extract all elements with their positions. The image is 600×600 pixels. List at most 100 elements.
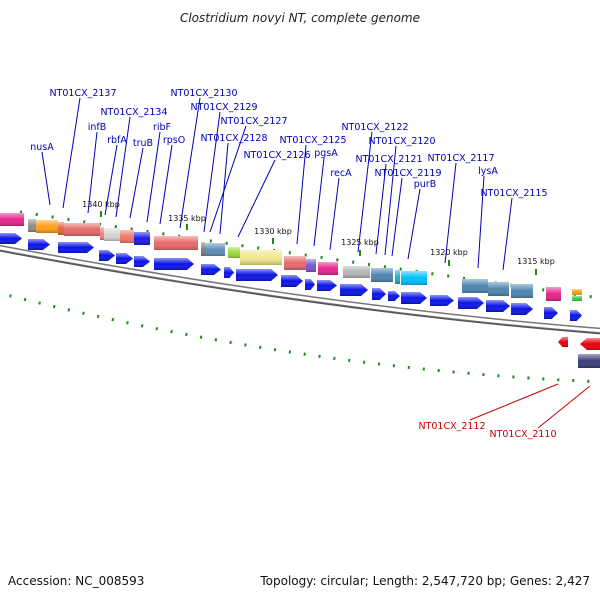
leader-line xyxy=(209,125,247,233)
forward-gene-arrow xyxy=(154,258,194,270)
leader-line xyxy=(219,142,229,235)
gene-label: purB xyxy=(414,179,436,190)
accession-text: Accession: NC_008593 xyxy=(8,574,144,588)
feature-box xyxy=(511,284,533,298)
reverse-gene-arrow xyxy=(580,338,600,350)
leader-line xyxy=(129,147,144,219)
tick-label: 1320 kbp xyxy=(430,248,468,257)
feature-box xyxy=(104,228,120,241)
gene-label: NT01CX_2134 xyxy=(100,107,167,118)
feature-box xyxy=(578,354,600,368)
leader-line xyxy=(87,131,98,214)
feature-box xyxy=(0,213,24,226)
gene-label: NT01CX_2137 xyxy=(49,88,116,99)
forward-gene-arrow xyxy=(388,291,400,301)
feature-box xyxy=(36,220,58,233)
leader-line xyxy=(62,97,81,209)
forward-gene-arrow xyxy=(116,253,133,264)
feature-box xyxy=(28,219,36,232)
feature-box xyxy=(134,232,150,245)
tick-label: 1330 kbp xyxy=(254,227,292,236)
genome-backbone xyxy=(0,244,600,335)
gene-label: NT01CX_2125 xyxy=(279,135,346,146)
forward-gene-arrow xyxy=(430,295,454,306)
forward-gene-arrow xyxy=(458,297,484,309)
gene-arrows xyxy=(0,233,600,350)
feature-box xyxy=(395,270,400,284)
feature-box xyxy=(401,271,427,285)
leader-line xyxy=(115,116,131,218)
gene-label: NT01CX_2127 xyxy=(220,116,287,127)
leader-line xyxy=(477,175,485,269)
gene-label: NT01CX_2112 xyxy=(418,421,485,432)
gene-label: ribF xyxy=(153,122,171,133)
leader-line xyxy=(146,131,161,223)
forward-gene-arrow xyxy=(317,280,337,291)
leader-line xyxy=(313,157,325,247)
forward-gene-arrow xyxy=(544,307,558,319)
feature-box xyxy=(154,236,198,250)
leader-line xyxy=(357,131,373,253)
feature-box xyxy=(546,287,561,301)
forward-gene-arrow xyxy=(28,239,50,250)
gene-label: lysA xyxy=(478,166,498,177)
feature-box xyxy=(64,223,100,236)
leader-line xyxy=(329,177,340,251)
feature-box xyxy=(318,262,338,275)
feature-box xyxy=(371,268,393,282)
gene-label: truB xyxy=(133,138,153,149)
leader-line xyxy=(375,163,387,255)
gene-label: NT01CX_2110 xyxy=(489,429,556,440)
gene-label: NT01CX_2121 xyxy=(355,154,422,165)
leader-line xyxy=(296,144,307,245)
gene-label: recA xyxy=(330,168,352,179)
tick-label: 1335 kbp xyxy=(168,214,206,223)
gene-label: NT01CX_2120 xyxy=(368,136,435,147)
forward-gene-arrow xyxy=(58,242,94,253)
feature-box xyxy=(201,242,205,256)
gene-label: NT01CX_2122 xyxy=(341,122,408,133)
feature-box xyxy=(284,256,306,270)
tick-label: 1340 kbp xyxy=(82,200,120,209)
gene-label: NT01CX_2128 xyxy=(200,133,267,144)
forward-gene-arrow xyxy=(134,256,150,267)
feature-box xyxy=(120,230,134,243)
forward-gene-arrow xyxy=(570,310,582,321)
gene-label: rpsO xyxy=(163,135,185,146)
forward-gene-arrow xyxy=(340,284,368,296)
forward-gene-arrow xyxy=(486,300,510,312)
feature-box xyxy=(228,247,240,258)
scale-ticks: 1340 kbp 1335 kbp 1330 kbp 1325 kbp 1320… xyxy=(82,200,555,275)
feature-box xyxy=(240,250,282,265)
reverse-gene-arrow xyxy=(558,337,568,347)
feature-box xyxy=(572,289,582,295)
gene-label: rbfA xyxy=(107,135,127,146)
gene-label: NT01CX_2117 xyxy=(427,153,494,164)
feature-box xyxy=(58,222,64,235)
leader-line xyxy=(444,162,457,264)
gene-label: pgsA xyxy=(314,148,338,159)
forward-gene-arrow xyxy=(224,267,234,278)
gene-label: NT01CX_2119 xyxy=(374,168,441,179)
gene-label: NT01CX_2129 xyxy=(190,102,257,113)
map-title: Clostridium novyi NT, complete genome xyxy=(180,11,420,25)
forward-gene-arrow xyxy=(236,269,278,281)
leader-line xyxy=(391,177,403,257)
forward-gene-arrow xyxy=(99,250,115,261)
leader-line xyxy=(469,383,559,421)
feature-box xyxy=(462,279,488,293)
tick-label: 1315 kbp xyxy=(517,257,555,266)
leader-line xyxy=(179,97,201,229)
forward-gene-arrow xyxy=(305,279,315,290)
gene-label: nusA xyxy=(30,142,54,153)
leader-line xyxy=(537,385,591,429)
gene-label: infB xyxy=(88,122,107,133)
inner-dotted-ring xyxy=(0,291,600,384)
feature-band xyxy=(0,213,600,368)
feature-box xyxy=(343,266,370,278)
gene-label: NT01CX_2130 xyxy=(170,88,237,99)
tick-label: 1325 kbp xyxy=(341,238,379,247)
leader-line xyxy=(237,159,276,238)
